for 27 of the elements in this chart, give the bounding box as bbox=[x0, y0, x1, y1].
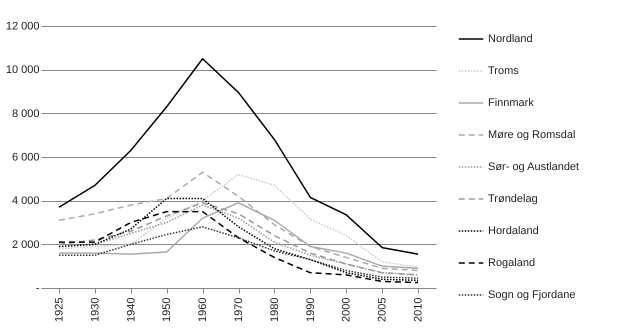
legend-label: Trøndelag bbox=[488, 193, 538, 205]
legend-label: Sør- og Austlandet bbox=[488, 161, 580, 173]
x-tick-label: 1940 bbox=[125, 298, 138, 322]
x-tick-label: 2005 bbox=[376, 298, 389, 322]
legend-label: Sogn og Fjordane bbox=[488, 289, 576, 301]
legend-label: Nordland bbox=[488, 33, 533, 45]
x-tick-label: 1930 bbox=[89, 298, 102, 322]
x-tick-label: 1960 bbox=[197, 298, 210, 322]
y-tick-label: 10 000 bbox=[6, 64, 40, 76]
x-tick-label: 1980 bbox=[268, 298, 281, 322]
legend-label: Hordaland bbox=[488, 225, 539, 237]
x-tick-label: 1990 bbox=[304, 298, 317, 322]
x-tick-label: 2010 bbox=[412, 298, 425, 322]
x-tick-label: 1950 bbox=[161, 298, 174, 322]
x-tick-label: 2000 bbox=[340, 298, 353, 322]
y-tick-label: 12 000 bbox=[6, 20, 40, 32]
legend-label: Møre og Romsdal bbox=[488, 129, 576, 141]
y-tick-label: 8 000 bbox=[12, 108, 40, 120]
y-tick-label: 4 000 bbox=[12, 195, 40, 208]
legend-label: Rogaland bbox=[488, 257, 536, 269]
y-tick-label: 6 000 bbox=[12, 152, 40, 164]
legend-label: Troms bbox=[488, 65, 520, 77]
x-tick-label: 1970 bbox=[233, 298, 245, 322]
legend-label: Finnmark bbox=[488, 97, 534, 109]
y-tick-label: - bbox=[36, 282, 40, 294]
y-tick-label: 2 000 bbox=[12, 238, 40, 251]
x-tick-label: 1925 bbox=[53, 298, 66, 322]
